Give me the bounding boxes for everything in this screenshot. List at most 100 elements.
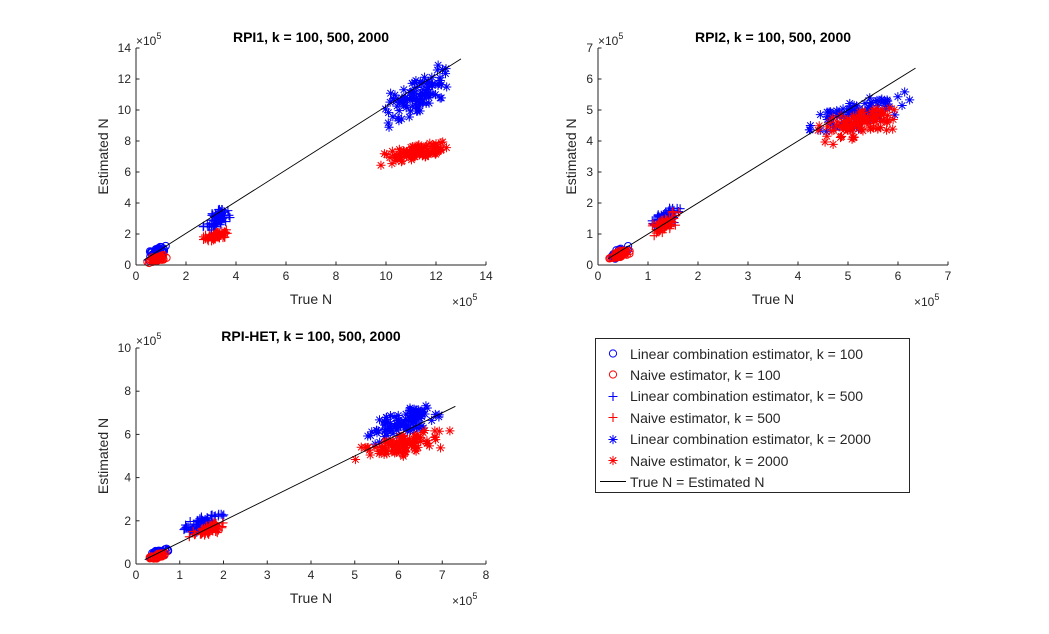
- star-marker: [854, 118, 864, 129]
- legend-entry: True N = Estimated N: [596, 471, 909, 492]
- legend-label: Naive estimator, k = 100: [630, 366, 781, 383]
- diagonal-layer: [144, 405, 456, 561]
- plus-marker: [665, 224, 675, 234]
- x-tick-label: 6: [283, 269, 290, 283]
- y-tick-label: 0: [586, 258, 593, 272]
- x-tick-label: 5: [845, 269, 852, 283]
- star-marker: [398, 420, 408, 430]
- star-marker: [409, 78, 420, 88]
- star-marker: [878, 97, 888, 107]
- x-tick-label: 8: [483, 568, 490, 582]
- star-marker: [385, 97, 395, 107]
- y-tick-label: 14: [118, 41, 132, 55]
- star-marker: [436, 138, 446, 148]
- plus-marker: [206, 510, 216, 520]
- star-marker: [433, 60, 443, 70]
- points-layer: [605, 87, 915, 263]
- star-marker: [871, 103, 881, 114]
- star-marker: [375, 446, 385, 456]
- legend-label: Linear combination estimator, k = 500: [630, 388, 864, 405]
- plus-marker: [668, 207, 678, 217]
- star-marker: [376, 160, 386, 170]
- y-exponent-label: ×105: [598, 31, 623, 48]
- plus-marker: [211, 526, 221, 536]
- legend-marker: [608, 349, 618, 358]
- star-marker: [380, 104, 391, 114]
- star-marker: [398, 445, 409, 455]
- star-marker: [885, 103, 895, 113]
- star-marker: [881, 125, 892, 135]
- star-marker: [828, 139, 838, 149]
- plus-marker: [196, 515, 206, 525]
- circle-marker: [158, 251, 168, 260]
- star-marker: [422, 403, 432, 413]
- star-marker: [409, 414, 419, 424]
- star-marker: [857, 106, 868, 116]
- star-marker: [364, 445, 374, 455]
- chart-title: RPI2, k = 100, 500, 2000: [695, 29, 851, 45]
- star-marker: [415, 413, 425, 424]
- star-marker: [379, 445, 389, 455]
- star-marker: [832, 121, 842, 131]
- star-marker: [838, 112, 849, 122]
- star-marker: [404, 112, 414, 122]
- plus-marker: [199, 232, 209, 242]
- star-marker: [890, 110, 900, 120]
- plus-marker: [195, 529, 205, 539]
- star-marker: [888, 124, 898, 134]
- star-marker: [413, 442, 423, 453]
- star-marker: [863, 112, 873, 122]
- x-tick-label: 0: [133, 269, 140, 283]
- points-layer: [145, 401, 455, 563]
- star-marker: [396, 114, 407, 124]
- star-marker: [387, 159, 397, 169]
- star-marker: [404, 145, 415, 156]
- plus-marker: [210, 215, 220, 225]
- legend-label: Naive estimator, k = 2000: [630, 452, 789, 469]
- star-marker: [848, 133, 858, 143]
- star-marker: [873, 100, 883, 111]
- x-tick-label: 6: [395, 568, 402, 582]
- star-marker: [375, 437, 385, 447]
- plus-marker: [664, 220, 674, 230]
- star-marker: [422, 148, 432, 158]
- y-axis-label: Estimated N: [563, 118, 579, 194]
- star-marker: [435, 443, 446, 453]
- star-marker: [442, 82, 452, 92]
- star-marker: [868, 114, 879, 124]
- star-marker: [381, 446, 391, 456]
- x-tick-label: 3: [745, 269, 752, 283]
- axes-layer: 0 1 2 3 4 5 6 7 8 0 2 4 6 8 10: [118, 341, 490, 582]
- legend-marker: [608, 413, 618, 423]
- star-marker: [826, 108, 836, 118]
- star-marker: [411, 101, 421, 111]
- star-marker: [398, 99, 409, 109]
- plus-marker: [207, 236, 217, 246]
- axes-layer: 0 2 4 6 8 10 12 14 0 2 4 6 8 10 12 14: [118, 41, 493, 283]
- plus-marker: [198, 222, 208, 232]
- star-marker: [379, 416, 390, 426]
- star-marker: [420, 409, 430, 419]
- star-marker: [405, 438, 415, 448]
- star-marker: [849, 118, 859, 128]
- legend-entry: Linear combination estimator, k = 2000: [596, 429, 909, 450]
- y-tick-label: 2: [124, 514, 131, 528]
- star-marker: [893, 92, 903, 102]
- star-marker: [860, 98, 870, 108]
- star-marker: [402, 151, 412, 161]
- star-marker: [411, 437, 421, 447]
- star-marker: [843, 125, 853, 135]
- star-marker: [436, 144, 446, 154]
- star-marker: [410, 431, 420, 441]
- star-marker: [416, 97, 426, 107]
- star-marker: [412, 82, 422, 93]
- y-tick-label: 4: [124, 471, 131, 485]
- star-marker: [828, 113, 838, 123]
- subplot-rpi-het: 0 1 2 3 4 5 6 7 8 0 2 4 6 8 10 RPI-HET, k = 100, 500, …: [95, 328, 490, 608]
- legend-entry: Naive estimator, k = 2000: [596, 450, 909, 471]
- star-marker: [430, 426, 440, 436]
- star-marker: [363, 442, 373, 453]
- star-marker: [388, 429, 398, 439]
- star-marker: [405, 425, 415, 435]
- star-marker: [374, 448, 384, 459]
